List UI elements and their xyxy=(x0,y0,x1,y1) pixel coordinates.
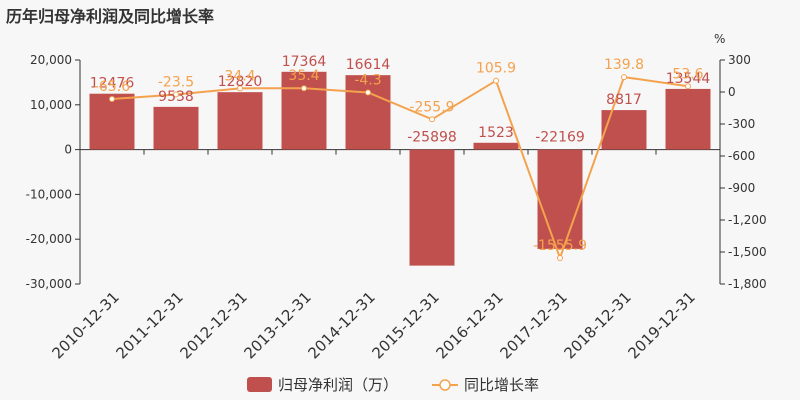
growth-point xyxy=(557,254,563,261)
x-tick-label: 2013-12-31 xyxy=(240,288,314,362)
growth-point xyxy=(301,85,307,92)
bar xyxy=(281,71,327,150)
x-tick-label: 2017-12-31 xyxy=(496,288,570,362)
growth-point xyxy=(109,95,115,102)
bar-value-label: 12820 xyxy=(218,74,263,90)
left-tick-label: -30,000 xyxy=(26,277,72,291)
bar xyxy=(665,88,711,150)
right-axis-unit: % xyxy=(714,32,725,46)
x-tick-label: 2018-12-31 xyxy=(560,288,634,362)
right-tick-label: 300 xyxy=(728,53,751,67)
bar-value-label: -25898 xyxy=(407,130,457,146)
bar-value-label: 17364 xyxy=(282,54,327,70)
bar xyxy=(217,92,263,150)
growth-value-label: -65.6 xyxy=(94,79,130,95)
growth-point xyxy=(365,89,371,96)
legend-line-marker xyxy=(439,379,451,391)
x-tick-label: 2016-12-31 xyxy=(432,288,506,362)
bar-value-label: -22169 xyxy=(535,130,585,146)
bar xyxy=(537,149,583,249)
left-tick-label: -10,000 xyxy=(26,187,72,201)
right-tick-label: -900 xyxy=(728,181,755,195)
left-tick-label: -20,000 xyxy=(26,232,72,246)
growth-value-label: -1555.9 xyxy=(533,238,587,254)
x-tick-label: 2010-12-31 xyxy=(48,288,122,362)
left-tick-label: 10,000 xyxy=(30,98,72,112)
x-tick-label: 2014-12-31 xyxy=(304,288,378,362)
x-tick-label: 2015-12-31 xyxy=(368,288,442,362)
x-tick-label: 2012-12-31 xyxy=(176,288,250,362)
growth-point xyxy=(493,77,499,84)
growth-line xyxy=(111,75,689,261)
bar xyxy=(409,149,455,266)
growth-value-label: 53.6 xyxy=(672,66,703,82)
right-tick-label: -300 xyxy=(728,117,755,131)
bar-value-label: 8817 xyxy=(606,92,642,108)
legend-line-label: 同比增长率 xyxy=(464,376,539,394)
growth-value-label: 105.9 xyxy=(476,61,516,77)
bar-value-label: 16614 xyxy=(346,57,391,73)
legend-bar-swatch xyxy=(247,377,272,392)
growth-value-label: -4.3 xyxy=(354,72,381,88)
bar-value-label: 12476 xyxy=(90,76,135,92)
right-tick-label: -1,200 xyxy=(728,213,767,227)
bar xyxy=(601,110,647,150)
growth-point xyxy=(237,85,243,92)
growth-value-label: 34.4 xyxy=(224,68,255,84)
right-tick-label: -1,800 xyxy=(728,277,767,291)
x-tick-label: 2019-12-31 xyxy=(624,288,698,362)
growth-point xyxy=(429,116,435,123)
growth-point xyxy=(685,83,691,90)
left-tick-label: 0 xyxy=(64,143,72,157)
growth-value-label: 35.4 xyxy=(288,68,319,84)
growth-point xyxy=(173,91,179,98)
growth-value-label: -255.9 xyxy=(409,99,454,115)
bar-value-label: 1523 xyxy=(478,125,514,141)
chart-title: 历年归母净利润及同比增长率 xyxy=(6,7,215,26)
bar-value-label: 9538 xyxy=(158,89,194,105)
growth-value-label: -23.5 xyxy=(158,75,194,91)
bar xyxy=(153,106,199,150)
growth-value-label: 139.8 xyxy=(604,57,644,73)
right-tick-label: 0 xyxy=(728,85,736,99)
x-tick-label: 2011-12-31 xyxy=(112,288,186,362)
legend-bar-label: 归母净利润（万） xyxy=(278,376,398,394)
left-tick-label: 20,000 xyxy=(30,53,72,67)
bar xyxy=(345,75,391,150)
right-tick-label: -600 xyxy=(728,149,755,163)
right-tick-label: -1,500 xyxy=(728,245,767,259)
bar xyxy=(89,93,135,150)
bar xyxy=(473,142,519,150)
growth-point xyxy=(621,74,627,81)
bar-value-label: 13544 xyxy=(666,71,711,87)
